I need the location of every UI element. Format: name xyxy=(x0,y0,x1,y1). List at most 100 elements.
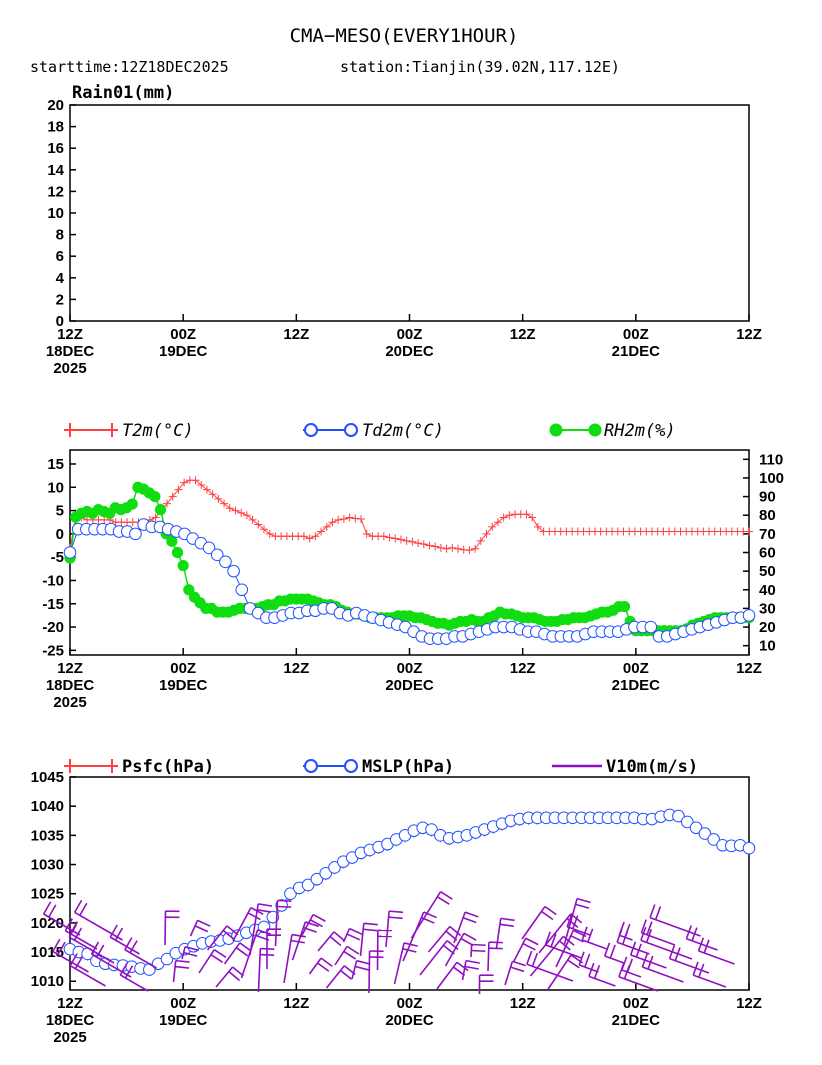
rain-plot-frame xyxy=(69,104,750,322)
wind-barb-flag xyxy=(541,910,554,921)
wind-barb-staff xyxy=(393,942,405,985)
wind-barb-staff xyxy=(563,898,578,945)
wind-barb-flag xyxy=(449,925,462,937)
wind-barb-staff xyxy=(529,935,564,977)
mslp-legend-marker xyxy=(303,759,358,773)
wind-barb-staff xyxy=(692,974,727,988)
td2m-point xyxy=(63,546,77,559)
t2m-point xyxy=(345,513,354,522)
mslp-point xyxy=(160,952,174,966)
t2m-point xyxy=(334,515,343,524)
wind-barbs xyxy=(42,891,735,995)
mslp-point xyxy=(425,823,438,836)
temp-xtick-label-4: 12Z xyxy=(510,660,536,677)
wind-barb-staff xyxy=(300,914,314,938)
t2m-point xyxy=(305,534,314,543)
wind-barb-flag xyxy=(629,941,637,956)
wind-barb-flag xyxy=(646,921,653,936)
wind-barb-flag xyxy=(317,962,330,972)
wind-barb-staff xyxy=(181,946,186,960)
wind-barb-flag xyxy=(79,902,88,916)
wind-barb-staff xyxy=(538,913,572,954)
wind-barb-flag xyxy=(333,931,346,942)
wind-barb-flag xyxy=(388,916,403,920)
wind-barb-staff xyxy=(52,950,89,973)
rh-y2tick-label-5: 60 xyxy=(759,545,776,562)
wind-barb-flag xyxy=(210,954,224,964)
rain-xtick-label-5: 00Z xyxy=(623,326,649,343)
wind-barb-staff xyxy=(91,953,132,978)
wind-barb-flag xyxy=(42,901,52,915)
wind-barb-staff xyxy=(698,950,735,965)
wind-barb-staff xyxy=(604,955,625,964)
t2m-point xyxy=(311,532,320,541)
t2m-point xyxy=(476,536,485,545)
t2m-point xyxy=(202,485,211,494)
wind-barb-flag xyxy=(531,952,539,967)
wind-barb-flag xyxy=(74,956,84,970)
wind-barb-staff xyxy=(470,944,473,958)
wind-barb-staff xyxy=(351,960,358,980)
wind-barb-flag xyxy=(175,965,190,969)
wind-barb-flag xyxy=(618,963,625,978)
wind-barb-flag xyxy=(593,964,601,979)
t2m-point xyxy=(225,504,234,513)
wind-barb-staff xyxy=(495,918,502,949)
wind-barb-staff xyxy=(119,974,149,992)
rain-xtick-date-0: 18DEC xyxy=(46,343,95,360)
wind-barb-flag xyxy=(691,927,698,942)
pres-xtick-label-5: 00Z xyxy=(623,995,649,1012)
wind-barb-flag xyxy=(290,939,305,944)
wind-barb-flag xyxy=(471,943,486,947)
temp-ytick-label-0: -25 xyxy=(42,642,64,659)
temp-ytick-label-2: -15 xyxy=(42,596,64,613)
rh2m-point xyxy=(166,535,178,547)
mslp-point xyxy=(301,878,315,892)
wind-barb-flag xyxy=(124,937,133,951)
t2m-point xyxy=(357,514,365,523)
t2m-point xyxy=(317,527,326,536)
wind-barb-flag xyxy=(90,941,100,955)
t2m-point xyxy=(242,511,251,520)
wind-barb-staff xyxy=(640,939,693,960)
temp-ytick-label-8: 15 xyxy=(47,456,64,473)
pres-xtick-label-3: 00Z xyxy=(397,995,423,1012)
wind-barb-flag xyxy=(587,928,594,943)
pres-ytick-label-7: 1045 xyxy=(31,769,64,786)
wind-barb-staff xyxy=(621,969,642,978)
rh-y2tick-label-7: 80 xyxy=(759,507,776,524)
wind-barb-flag xyxy=(526,950,533,965)
t2m-point xyxy=(745,527,753,536)
t2m-point xyxy=(151,513,160,522)
wind-barb-flag xyxy=(635,943,642,958)
wind-barb-flag xyxy=(52,938,61,952)
wind-barb-staff xyxy=(206,925,228,951)
pressure-legend: Psfc(hPa) MSLP(hPa) V10m(m/s) xyxy=(64,757,698,777)
temp-xtick-year-0: 2025 xyxy=(53,694,86,711)
wind-barb-flag xyxy=(584,953,591,968)
rh2m-point xyxy=(618,600,631,613)
td2m-point xyxy=(742,609,756,622)
t2m-point xyxy=(163,499,171,508)
rain-ytick-label-10: 20 xyxy=(47,97,64,114)
wind-barb-flag xyxy=(456,961,469,972)
temp-xtick-date-5: 21DEC xyxy=(612,677,661,694)
wind-barb-staff xyxy=(189,920,199,937)
wind-barb-flag xyxy=(647,955,654,970)
wind-barb-staff xyxy=(283,934,293,984)
t2m-point xyxy=(533,522,542,531)
t2m-point xyxy=(328,518,337,527)
mslp-point xyxy=(319,866,333,880)
t2m-point xyxy=(214,494,223,503)
temp-ytick-label-5: 0 xyxy=(56,526,64,543)
wind-barb-flag xyxy=(354,965,369,971)
pres-ytick-label-6: 1040 xyxy=(31,798,64,815)
t2m-point xyxy=(237,508,246,517)
wind-barb-flag xyxy=(346,945,360,955)
t2m-point xyxy=(231,506,240,515)
wind-barb-flag xyxy=(452,966,466,977)
wind-barb-flag xyxy=(640,919,647,934)
psfc-legend-label: Psfc(hPa) xyxy=(122,757,214,777)
wind-barb-flag xyxy=(329,935,342,947)
t2m-point xyxy=(505,511,514,520)
